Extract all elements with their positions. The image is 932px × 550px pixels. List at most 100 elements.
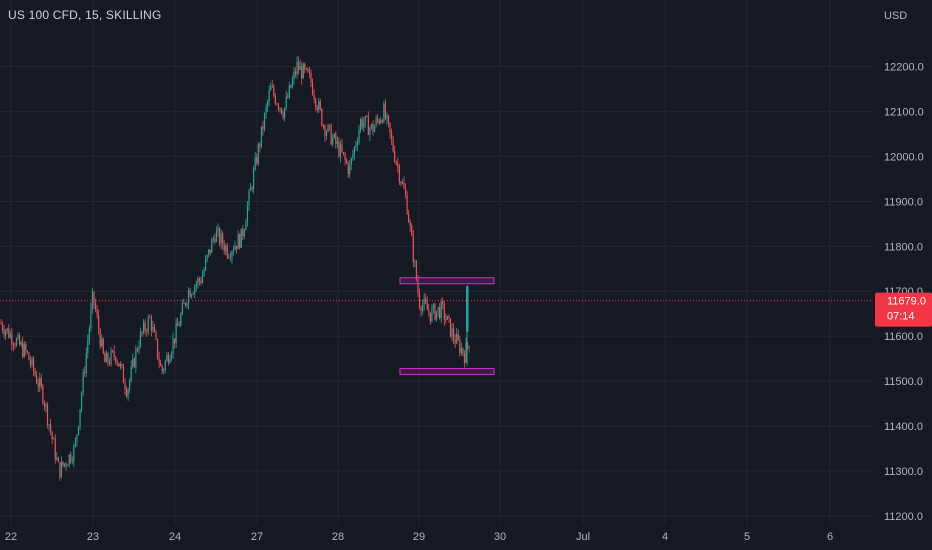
candle-body — [262, 126, 264, 130]
candle-body — [195, 283, 197, 287]
candle-body — [434, 304, 436, 320]
candle-body — [298, 61, 300, 70]
candle-body — [355, 145, 357, 148]
candle-body — [378, 120, 380, 124]
candle-body — [459, 339, 461, 353]
candle-body — [228, 256, 230, 258]
candle-body — [395, 161, 397, 164]
candle-body — [287, 96, 289, 98]
candle-body — [394, 151, 396, 162]
time-tick-label: 4 — [662, 531, 668, 543]
time-tick-label: 30 — [494, 531, 506, 543]
candle-body — [98, 315, 100, 331]
candle-body — [453, 328, 455, 340]
candle-body — [143, 322, 145, 333]
candle-body — [315, 99, 317, 107]
candle-body — [226, 245, 228, 257]
symbol-title: US 100 CFD, 15, SKILLING — [8, 8, 162, 22]
candle-body — [432, 304, 435, 309]
candle-body — [313, 94, 315, 100]
candle-body — [288, 85, 290, 98]
candle-body — [68, 454, 70, 466]
candle-body — [48, 424, 50, 426]
candle-body — [67, 465, 69, 467]
candle-body — [367, 116, 369, 136]
candle-body — [251, 187, 253, 189]
candle-body — [130, 366, 132, 381]
candle-body — [189, 290, 191, 297]
candle-body — [391, 133, 393, 140]
candle-body — [229, 257, 231, 259]
candle-body — [344, 153, 346, 160]
candle-body — [256, 157, 258, 164]
candle-body — [318, 101, 320, 110]
candle-body — [51, 431, 53, 439]
price-axis[interactable]: USD 11200.0 11300.0 11400.0 11500.0 11600.0 1… — [884, 10, 924, 523]
candle-body — [150, 316, 152, 331]
candle-body — [28, 352, 30, 360]
candle-body — [370, 124, 373, 129]
candle-body — [186, 303, 188, 306]
candle-body — [212, 238, 214, 240]
candle-body — [268, 90, 270, 102]
candle-body — [231, 251, 233, 258]
candle-body — [341, 144, 343, 153]
candle-body — [308, 72, 311, 73]
candle-body — [304, 64, 306, 70]
candle-body — [45, 404, 47, 407]
range-box — [399, 277, 495, 285]
candle-body — [156, 338, 159, 358]
candle-body — [217, 228, 219, 232]
candle-body — [414, 261, 416, 263]
candle-body — [99, 330, 101, 347]
candle-body — [412, 235, 414, 263]
currency-label: USD — [884, 10, 907, 22]
candle-body — [339, 144, 342, 157]
candle-body — [34, 370, 36, 376]
candle-body — [236, 245, 238, 249]
candle-body — [6, 328, 8, 331]
candle-body — [15, 338, 18, 346]
candle-body — [37, 383, 39, 387]
candle-body — [42, 385, 44, 403]
candle-body — [384, 103, 386, 119]
candle-body — [386, 115, 388, 119]
candle-body — [456, 334, 458, 344]
candle-body — [398, 166, 400, 182]
candle-body — [449, 318, 452, 337]
candle-body — [249, 187, 252, 191]
candle-body — [178, 325, 180, 327]
candle-body — [53, 438, 55, 440]
candle-body — [437, 307, 439, 312]
candle-body — [383, 103, 385, 123]
candle-body — [180, 314, 182, 326]
candle-body — [215, 231, 218, 242]
candle-body — [420, 307, 422, 312]
candle-body — [253, 169, 255, 189]
candle-body — [127, 389, 129, 397]
candle-body — [90, 308, 92, 329]
last-price-value: 11679.0 — [887, 296, 926, 308]
candle-body — [197, 278, 199, 284]
candle-body — [23, 344, 25, 357]
candle-body — [91, 291, 94, 309]
candle-body — [277, 104, 280, 109]
candle-body — [153, 326, 156, 332]
candle-body — [408, 214, 410, 223]
candle-body — [112, 350, 114, 352]
candle-body — [457, 334, 459, 340]
candle-body — [25, 344, 27, 351]
candle-body — [358, 129, 360, 143]
price-tick-label: 11500.0 — [884, 376, 923, 388]
candle-body — [439, 307, 441, 319]
candle-body — [31, 358, 33, 365]
candles — [0, 56, 470, 481]
time-tick-label: 6 — [827, 531, 833, 543]
candle-body — [71, 461, 73, 463]
price-tick-label: 11600.0 — [884, 331, 923, 343]
candle-body — [329, 125, 331, 126]
time-axis[interactable]: 22 23 24 27 28 29 30 Jul 4 5 6 — [5, 531, 833, 543]
candle-body — [39, 377, 41, 387]
candle-body — [62, 461, 64, 466]
